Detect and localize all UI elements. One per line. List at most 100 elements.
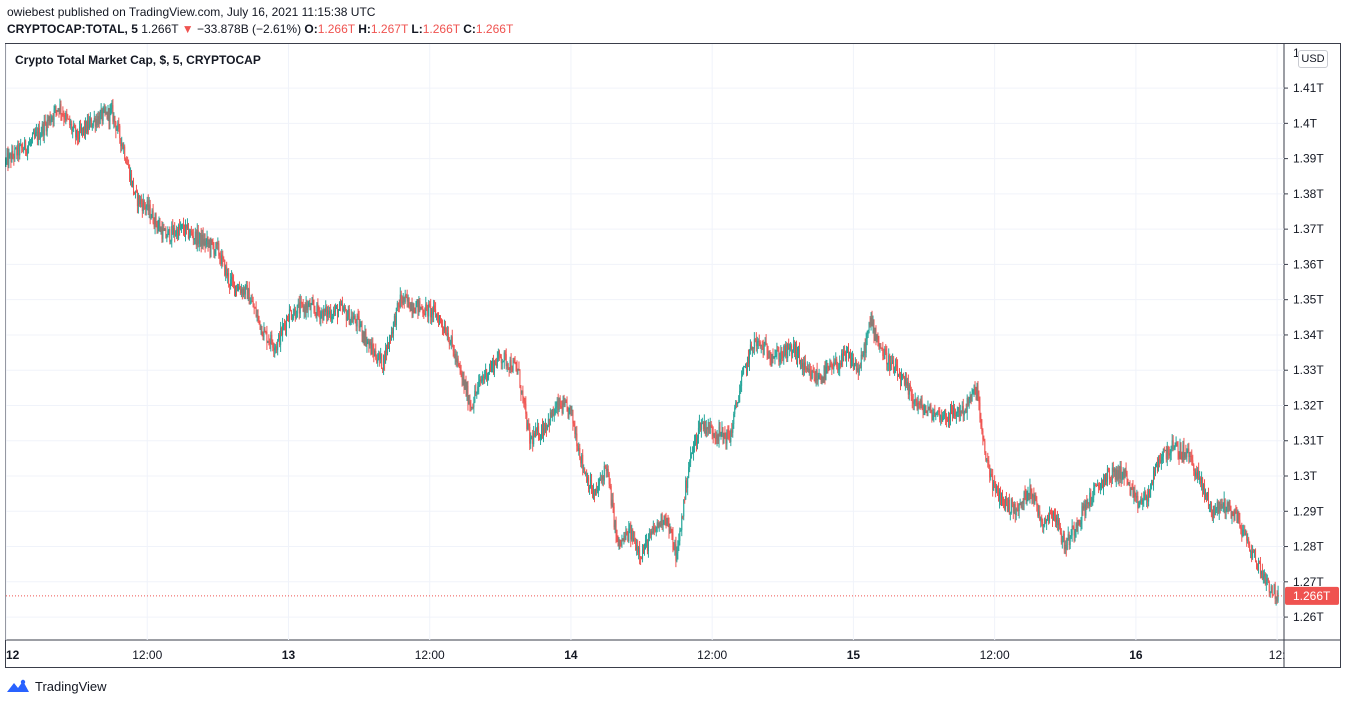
candle-body bbox=[617, 535, 619, 547]
candle-body bbox=[1215, 508, 1217, 511]
candle-body bbox=[1152, 481, 1154, 484]
candle-body bbox=[742, 373, 744, 377]
candle-body bbox=[275, 346, 277, 348]
time-tick-label: 13 bbox=[282, 648, 296, 662]
candle-body bbox=[99, 113, 101, 124]
candle-body bbox=[566, 402, 568, 408]
candle-body bbox=[889, 355, 891, 371]
candle-body bbox=[247, 288, 249, 299]
candle-body bbox=[560, 406, 562, 408]
candle-body bbox=[572, 409, 574, 424]
candle-body bbox=[428, 304, 430, 317]
candle-body bbox=[747, 356, 749, 364]
candle-body bbox=[752, 347, 754, 349]
candle-body bbox=[386, 347, 388, 354]
candle-body bbox=[320, 313, 322, 320]
candle-body bbox=[353, 315, 355, 319]
candle-body bbox=[349, 319, 351, 325]
candle-body bbox=[683, 499, 685, 517]
candle-body bbox=[1271, 586, 1273, 595]
candle-body bbox=[1243, 529, 1245, 531]
candle-body bbox=[529, 427, 531, 444]
candle-body bbox=[399, 294, 401, 308]
candle-body bbox=[101, 109, 103, 121]
candle-body bbox=[1094, 485, 1096, 489]
candle-body bbox=[359, 325, 361, 328]
candle-body bbox=[517, 368, 519, 372]
candle-body bbox=[1056, 517, 1058, 525]
candle-body bbox=[1036, 500, 1038, 506]
candle-body bbox=[710, 425, 712, 427]
candle-body bbox=[293, 308, 295, 315]
candle-body bbox=[619, 539, 621, 544]
candle-body bbox=[900, 375, 902, 386]
candle-body bbox=[599, 478, 601, 480]
candle-body bbox=[151, 210, 153, 218]
candle-body bbox=[1014, 504, 1016, 515]
candle-body bbox=[155, 214, 157, 225]
candle-body bbox=[222, 254, 224, 260]
candle-body bbox=[854, 362, 856, 364]
candle-body bbox=[181, 224, 183, 228]
candle-body bbox=[331, 316, 333, 320]
candle-body bbox=[797, 349, 799, 351]
candle-body bbox=[445, 334, 447, 336]
candle-body bbox=[302, 303, 304, 312]
candle-body bbox=[1195, 472, 1197, 477]
candle-body bbox=[944, 409, 946, 416]
candle-body bbox=[577, 446, 579, 451]
candle-body bbox=[1141, 499, 1143, 505]
candle-body bbox=[294, 308, 296, 318]
symbol-name[interactable]: CRYPTOCAP:TOTAL, 5 bbox=[7, 22, 138, 36]
candle-body bbox=[674, 544, 676, 550]
candle-body bbox=[895, 364, 897, 368]
candle-body bbox=[1262, 576, 1264, 580]
candle-body bbox=[992, 476, 994, 491]
candle-body bbox=[360, 324, 362, 326]
candle-body bbox=[579, 447, 581, 458]
candle-body bbox=[1012, 504, 1014, 513]
candle-body bbox=[771, 355, 773, 361]
candle-body bbox=[267, 341, 269, 343]
candle-body bbox=[728, 432, 730, 438]
chart-title: Crypto Total Market Cap, $, 5, CRYPTOCAP bbox=[15, 53, 261, 67]
candle-body bbox=[1151, 481, 1153, 485]
candle-body bbox=[197, 230, 199, 244]
candle-body bbox=[15, 148, 17, 150]
candle-body bbox=[679, 530, 681, 542]
candle-body bbox=[942, 416, 944, 422]
candle-body bbox=[1085, 500, 1087, 516]
candle-body bbox=[725, 438, 727, 444]
candle-body bbox=[830, 363, 832, 365]
candle-body bbox=[1029, 485, 1031, 497]
candle-body bbox=[317, 303, 319, 312]
candle-body bbox=[670, 527, 672, 533]
candle-body bbox=[533, 433, 535, 445]
candle-body bbox=[90, 118, 92, 128]
candle-body bbox=[407, 297, 409, 302]
candle-body bbox=[597, 485, 599, 490]
candle-body bbox=[591, 479, 593, 493]
candle-body bbox=[835, 359, 837, 365]
candle-body bbox=[968, 399, 970, 406]
candle-body bbox=[667, 517, 669, 524]
candle-body bbox=[831, 364, 833, 369]
candle-body bbox=[1054, 515, 1056, 523]
candle-body bbox=[1047, 514, 1049, 520]
candle-body bbox=[779, 358, 781, 362]
candle-body bbox=[673, 549, 675, 551]
candle-body bbox=[291, 318, 293, 320]
candle-body bbox=[288, 309, 290, 322]
open-label: O: bbox=[304, 22, 318, 36]
footer-brand[interactable]: TradingView bbox=[6, 678, 107, 694]
candle-body bbox=[791, 345, 793, 355]
candle-body bbox=[1193, 464, 1195, 471]
candle-body bbox=[195, 231, 197, 246]
candle-body bbox=[840, 363, 842, 366]
currency-button[interactable]: USD bbox=[1298, 50, 1328, 68]
candle-body bbox=[265, 332, 267, 334]
candle-body bbox=[199, 232, 201, 240]
candle-body bbox=[1162, 448, 1164, 457]
candle-body bbox=[1189, 455, 1191, 457]
